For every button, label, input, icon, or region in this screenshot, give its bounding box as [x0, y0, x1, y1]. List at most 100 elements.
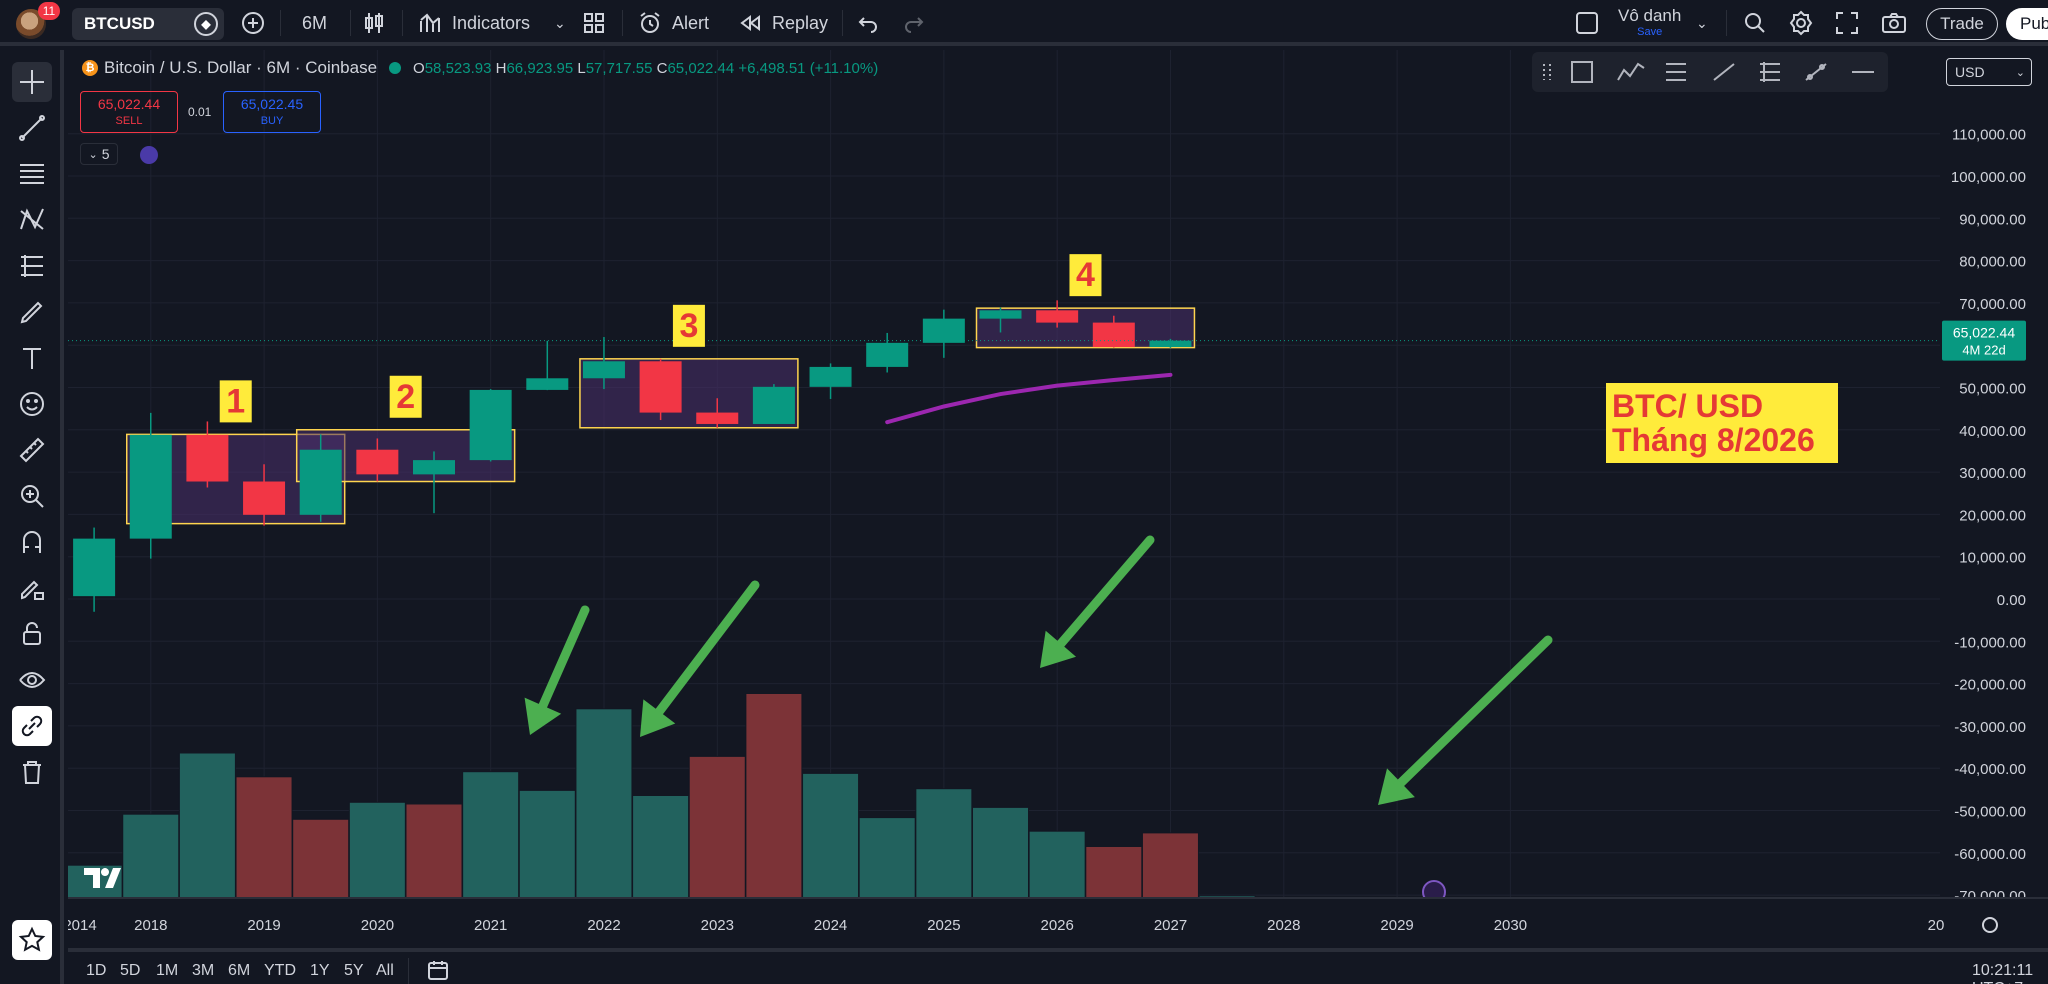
moving-average-polyline [885, 372, 1173, 425]
layout-checkbox[interactable] [1574, 0, 1600, 46]
volume-bar [1028, 830, 1086, 907]
layout-chevron-down-icon[interactable]: ⌄ [1696, 14, 1708, 31]
time-tick-label: 2027 [1154, 917, 1187, 934]
magnet-tool[interactable] [12, 522, 52, 562]
notification-badge: 11 [38, 2, 60, 20]
undo-button[interactable] [856, 0, 880, 46]
candle-body [129, 434, 172, 539]
lock-drawings-tool[interactable] [12, 614, 52, 654]
range-button-ytd[interactable]: YTD [264, 962, 296, 979]
settings-button[interactable] [1788, 0, 1814, 46]
projection-tool[interactable] [12, 246, 52, 286]
stay-in-drawing-tool[interactable] [12, 568, 52, 608]
alert-button[interactable]: Alert [638, 0, 709, 46]
sync-drawings-tool[interactable] [12, 706, 52, 746]
pattern-tool[interactable] [12, 200, 52, 240]
time-tick-label: 2030 [1494, 917, 1527, 934]
price-tick-label: 100,000.00 [1951, 169, 2026, 186]
currency-select[interactable]: USD ⌄ [1946, 58, 2032, 86]
trade-button[interactable]: Trade [1926, 8, 1998, 40]
volume-bar [1085, 846, 1143, 907]
current-price-label: 65,022.44 [1953, 325, 2015, 341]
range-button-3m[interactable]: 3M [192, 962, 215, 979]
symbol-info-icon[interactable]: ◆ [194, 12, 218, 36]
sync-icon[interactable] [140, 146, 158, 164]
current-price-marker [1942, 320, 2026, 361]
range-button-5d[interactable]: 5D [120, 962, 141, 979]
annotation-label-box [672, 304, 705, 347]
watchlist-star-button[interactable] [12, 920, 52, 960]
compare-symbol-button[interactable] [240, 0, 266, 46]
price-tick-label: -60,000.00 [1954, 846, 2026, 863]
volume-bar [462, 771, 520, 907]
fullscreen-button[interactable] [1834, 0, 1860, 46]
go-to-date-button[interactable] [426, 958, 450, 984]
toolbar-divider [402, 10, 403, 36]
fib-tool[interactable] [12, 154, 52, 194]
symbol-search-button[interactable]: BTCUSD ◆ [72, 8, 224, 40]
smiley-icon [20, 392, 44, 416]
zoom-tool[interactable] [12, 476, 52, 516]
chart-type-button[interactable] [362, 0, 386, 46]
search-icon [1745, 13, 1765, 33]
horizontal-lines-icon [20, 164, 44, 184]
high-value: 66,923.95 [506, 59, 574, 77]
sell-button[interactable]: 65,022.44 SELL [80, 91, 178, 133]
clock[interactable]: 10:21:11 UTC+7 [1972, 962, 2034, 984]
measure-tool[interactable] [12, 430, 52, 470]
arrow-shaft [1056, 535, 1155, 649]
replay-button[interactable]: Replay [738, 0, 828, 46]
buy-button[interactable]: 65,022.45 BUY [223, 91, 321, 133]
quick-search-button[interactable] [1742, 0, 1768, 46]
remove-drawings-tool[interactable] [12, 752, 52, 792]
gear-icon [1789, 10, 1813, 36]
crosshair-tool[interactable] [12, 62, 52, 102]
publish-button[interactable]: Pub [2006, 8, 2048, 40]
trend-line-tool[interactable] [12, 108, 52, 148]
symbol-label: BTCUSD [84, 14, 155, 33]
snapshot-button[interactable] [1880, 0, 1908, 46]
close-value: 65,022.44 [667, 59, 735, 77]
range-button-all[interactable]: All [376, 962, 394, 979]
time-tick-label: 2022 [587, 917, 620, 934]
candle-body [1036, 310, 1079, 323]
time-tick-label: 2028 [1267, 917, 1300, 934]
time-tick-label: 2024 [814, 917, 847, 934]
layouts-button[interactable] [582, 0, 606, 46]
time-axis: 2014201620172018201920202021202220232024… [68, 897, 2048, 948]
range-button-1d[interactable]: 1D [86, 962, 107, 979]
range-button-1m[interactable]: 1M [156, 962, 179, 979]
text-tool[interactable] [12, 338, 52, 378]
time-tick-label: 2018 [134, 917, 167, 934]
sell-price: 65,022.44 [97, 96, 161, 112]
indicators-toggle-button[interactable]: ⌄ 5 [80, 143, 118, 165]
open-value: 58,523.93 [424, 59, 492, 77]
ohlc-values: O58,523.93 H66,923.95 L57,717.55 C65,022… [413, 59, 879, 77]
redo-button[interactable] [902, 0, 926, 46]
candle-body [299, 449, 342, 515]
layout-name-button[interactable]: Vô danh Save [1618, 6, 1681, 38]
range-button-1y[interactable]: 1Y [310, 962, 330, 979]
hide-drawings-tool[interactable] [12, 660, 52, 700]
candle-body [73, 538, 116, 597]
time-tick-label: 2019 [247, 917, 280, 934]
price-tick-label: 50,000.00 [1959, 381, 2026, 398]
toolbar-divider [350, 10, 351, 36]
time-tick-label: 2029 [1380, 917, 1413, 934]
brush-tool[interactable] [12, 292, 52, 332]
range-button-5y[interactable]: 5Y [344, 962, 364, 979]
interval-button[interactable]: 6M [302, 12, 328, 33]
emoji-tool[interactable] [12, 384, 52, 424]
arrow-shaft [538, 605, 590, 711]
low-value: 57,717.55 [585, 59, 653, 77]
volume-bar [632, 795, 690, 907]
legend-title[interactable]: Bitcoin / U.S. Dollar · 6M · Coinbase [104, 58, 378, 77]
range-button-6m[interactable]: 6M [228, 962, 251, 979]
chevron-down-icon: ⌄ [88, 148, 98, 161]
candle-body [979, 310, 1022, 319]
toolbar-divider [280, 10, 281, 36]
indicators-button[interactable]: Indicators ⌄ [418, 0, 566, 46]
market-status-icon [389, 62, 402, 74]
change-value: +6,498.51 (+11.10%) [738, 59, 879, 77]
